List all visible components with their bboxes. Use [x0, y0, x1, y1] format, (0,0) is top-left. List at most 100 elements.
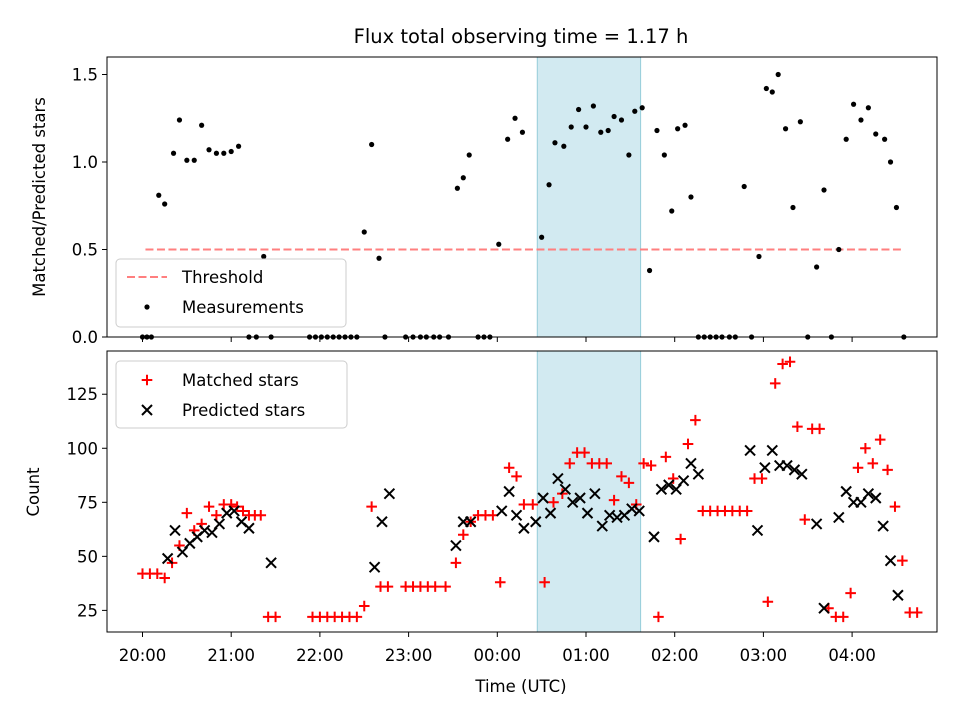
measurement-point	[576, 106, 582, 113]
matched-star-point	[645, 460, 657, 471]
matched-star-point	[682, 438, 694, 450]
measurement-point	[769, 89, 775, 95]
matched-star-point	[897, 555, 908, 566]
predicted-star-point	[840, 485, 852, 498]
predicted-star-point	[581, 507, 594, 519]
matched-star-point	[159, 572, 170, 584]
predicted-star-point	[464, 516, 477, 528]
matched-star-point	[382, 581, 394, 592]
y-tick-label: 50	[77, 547, 98, 566]
measurement-point	[639, 105, 645, 111]
measurement-point	[156, 192, 162, 198]
matched-star-point	[799, 514, 811, 525]
predicted-star-point	[503, 485, 515, 498]
measurement-point	[775, 71, 781, 78]
matched-star-point	[358, 600, 370, 612]
measurement-point	[206, 147, 212, 153]
matched-star-point	[255, 509, 267, 521]
predicted-star-point	[169, 524, 181, 537]
axes-frame	[106, 350, 938, 633]
measurement-point	[654, 127, 660, 134]
measurement-point	[460, 175, 466, 181]
measurement-point	[170, 150, 177, 156]
predicted-star-point	[751, 524, 764, 537]
matched-star-point	[882, 464, 893, 476]
predicted-star-point	[589, 487, 601, 500]
matched-star-point	[653, 611, 664, 623]
matched-star-point	[211, 509, 222, 521]
x-tick-label: 01:00	[562, 646, 610, 665]
predicted-star-point	[633, 505, 645, 517]
matched-star-point	[548, 497, 559, 508]
measurement-point	[539, 234, 545, 240]
matched-star-point	[181, 507, 193, 519]
predicted-star-point	[530, 516, 542, 528]
threshold-legend-label: Threshold	[181, 268, 263, 287]
predicted-star-point	[537, 492, 549, 504]
matched-star-point	[623, 477, 635, 489]
matched-star-point	[503, 462, 515, 474]
predicted-star-point	[833, 511, 845, 524]
predicted-stars-legend-swatch	[141, 404, 153, 416]
matched-star-point	[616, 471, 627, 482]
y-tick-label: 125	[67, 385, 99, 404]
predicted-star-point	[810, 518, 823, 530]
predicted-star-point	[376, 516, 388, 528]
matched-star-point	[769, 378, 781, 389]
predicted-star-point	[877, 520, 889, 532]
predicted-star-point	[677, 474, 690, 487]
matched-star-point	[784, 356, 796, 368]
matched-star-point	[741, 505, 753, 517]
predicted-star-point	[574, 492, 586, 504]
measurement-point	[688, 194, 694, 200]
matched-star-point	[237, 505, 249, 517]
predicted-star-point	[611, 511, 623, 524]
matched-star-point	[814, 423, 825, 435]
matched-star-point	[777, 358, 788, 370]
matched-stars-legend-label: Matched stars	[182, 371, 299, 390]
matched-star-point	[579, 447, 590, 458]
measurement-point	[605, 127, 611, 134]
matched-star-point	[845, 587, 856, 599]
measurement-point	[873, 131, 879, 137]
predicted-star-point	[596, 520, 608, 532]
matched-star-point	[874, 434, 886, 445]
predicted-star-point	[655, 483, 668, 496]
predicted-star-point	[559, 483, 572, 496]
predicted-star-point	[603, 509, 616, 521]
measurement-point	[583, 124, 589, 130]
matched-star-point	[450, 557, 462, 569]
measurement-point	[626, 152, 632, 158]
measurement-point	[882, 136, 888, 142]
matched-star-point	[638, 458, 649, 469]
measurement-point	[199, 122, 205, 128]
measurement-point	[496, 241, 502, 247]
chart-title: Flux total observing time = 1.17 h	[354, 25, 689, 48]
measurement-point	[887, 159, 894, 165]
matched-star-point	[667, 473, 679, 484]
predicted-star-point	[818, 602, 830, 614]
x-tick-label: 04:00	[828, 646, 876, 665]
matched-star-point	[151, 568, 163, 579]
top-y-axis-label: Matched/Predicted stars	[30, 97, 49, 297]
matched-star-point	[601, 458, 612, 469]
predicted-star-point	[566, 496, 579, 509]
measurement-point	[598, 129, 604, 135]
matched-star-point	[527, 499, 539, 510]
measurement-point	[590, 103, 596, 109]
matched-star-point	[608, 494, 620, 506]
matched-star-point	[270, 611, 281, 623]
matched-star-point	[351, 611, 363, 623]
predicted-star-point	[862, 487, 875, 500]
measurement-point	[228, 148, 234, 155]
measurement-point	[611, 113, 617, 120]
measurement-point	[669, 208, 675, 214]
x-tick-label: 00:00	[474, 646, 522, 665]
x-axis-label: Time (UTC)	[474, 677, 566, 696]
matched-star-point	[837, 611, 849, 623]
predicted-star-point	[221, 507, 233, 519]
measurement-point	[176, 117, 183, 123]
predicted-star-point	[368, 561, 381, 573]
matched-star-point	[860, 442, 871, 454]
